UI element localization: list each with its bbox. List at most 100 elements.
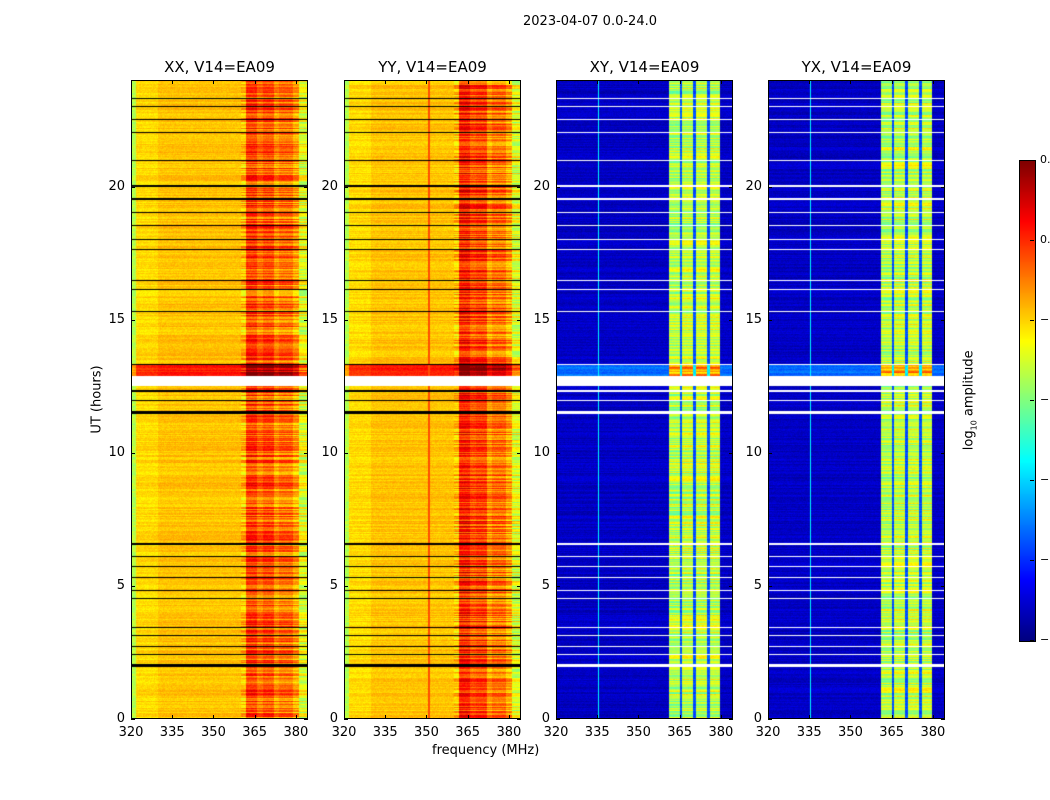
y-tick-mark [304,452,308,454]
x-tick-mark [467,80,469,84]
y-tick-mark [729,452,733,454]
y-tick-mark [729,186,733,188]
y-tick-label: 10 [533,444,550,460]
colorbar-tick-mark [1030,560,1034,561]
x-tick-label: 320 [331,725,357,740]
panel-yx: YX, V14=EA09 320 335 350 365 380 0 5 10 15 20 [745,58,945,740]
x-tick-mark [508,715,510,719]
x-tick-mark [295,80,297,84]
x-tick-mark [932,80,934,84]
y-tick-mark [131,585,135,587]
x-axis-label: frequency (MHz) [432,743,540,758]
x-tick-mark [131,715,132,719]
figure-title: 2023-04-07 0.0-24.0 [523,14,657,29]
x-tick-mark [932,715,934,719]
x-tick-mark [720,715,722,719]
colorbar-tick-label: −1.5 [1040,473,1050,486]
y-tick-label: 15 [745,311,762,327]
x-tick-mark [891,80,893,84]
panel-title: XX, V14=EA09 [164,58,275,76]
y-tick-mark [941,585,945,587]
y-tick-label: 0 [753,711,762,726]
y-tick-mark [131,319,135,321]
y-tick-mark [729,719,733,720]
heatmap-image [344,80,521,719]
axes-frame [131,80,308,719]
y-tick-label: 0 [116,711,125,726]
y-tick-mark [304,186,308,188]
x-tick-mark [809,715,811,719]
colorbar-label: log10 amplitude [961,350,979,451]
colorbar-tick-label: −0.5 [1040,313,1050,326]
x-tick-mark [295,715,297,719]
x-tick-label: 320 [118,725,144,740]
x-tick-mark [768,715,769,719]
x-tick-label: 335 [584,725,610,740]
y-tick-mark [556,585,560,587]
y-tick-mark [556,452,560,454]
x-tick-label: 350 [414,725,439,740]
x-tick-mark [679,715,681,719]
x-tick-mark [768,80,769,84]
panel-xy: XY, V14=EA09 320 335 350 365 380 0 5 10 15 20 [533,58,733,740]
x-tick-mark [508,80,510,84]
colorbar-tick-mark [1030,640,1034,641]
axes-frame [556,80,733,719]
y-tick-mark [768,452,772,454]
x-tick-label: 350 [838,725,863,740]
x-tick-label: 365 [455,725,481,740]
x-tick-mark [426,715,428,719]
x-tick-mark [213,715,215,719]
y-tick-mark [729,319,733,321]
y-tick-mark [941,186,945,188]
x-tick-label: 350 [201,725,226,740]
x-tick-mark [426,80,428,84]
x-tick-label: 350 [626,725,651,740]
x-tick-mark [638,715,640,719]
x-tick-label: 380 [283,725,309,740]
colorbar-tick-mark [1030,480,1034,481]
y-tick-mark [344,585,348,587]
colorbar-tick-label: −2.5 [1040,633,1050,646]
colorbar-tick-mark [1030,160,1034,161]
x-tick-mark [344,80,345,84]
colorbar-tick-label: −2.0 [1040,553,1050,566]
axes-frame [768,80,945,719]
y-tick-label: 5 [116,577,125,593]
y-tick-label: 5 [753,577,762,593]
x-tick-label: 380 [496,725,522,740]
panel-title: YY, V14=EA09 [378,58,487,76]
x-tick-mark [556,715,557,719]
x-tick-label: 365 [242,725,268,740]
y-tick-mark [304,585,308,587]
x-tick-label: 320 [543,725,569,740]
y-tick-label: 0 [329,711,338,726]
y-tick-label: 5 [329,577,338,593]
colorbar-tick-label: −1.0 [1040,393,1050,406]
colorbar-gradient [1020,161,1035,641]
y-tick-mark [768,186,772,188]
heatmap-image [768,80,945,719]
x-tick-mark [638,80,640,84]
panel-xx: XX, V14=EA09 320 335 350 365 380 0 5 10 15 20 [108,58,308,740]
x-tick-mark [850,80,852,84]
x-tick-mark [891,715,893,719]
x-tick-mark [556,80,557,84]
y-tick-mark [517,719,521,720]
y-tick-label: 20 [108,178,125,194]
colorbar [1019,160,1036,642]
panel-title: XY, V14=EA09 [589,58,700,76]
x-tick-label: 335 [796,725,822,740]
y-tick-label: 15 [108,311,125,327]
y-tick-mark [344,319,348,321]
axes-frame [344,80,521,719]
colorbar-tick-mark [1030,400,1034,401]
y-tick-label: 10 [108,444,125,460]
y-tick-mark [556,319,560,321]
y-tick-mark [344,186,348,188]
x-tick-mark [720,80,722,84]
panel-title: YX, V14=EA09 [801,58,912,76]
x-tick-mark [597,715,599,719]
y-tick-mark [131,719,135,720]
